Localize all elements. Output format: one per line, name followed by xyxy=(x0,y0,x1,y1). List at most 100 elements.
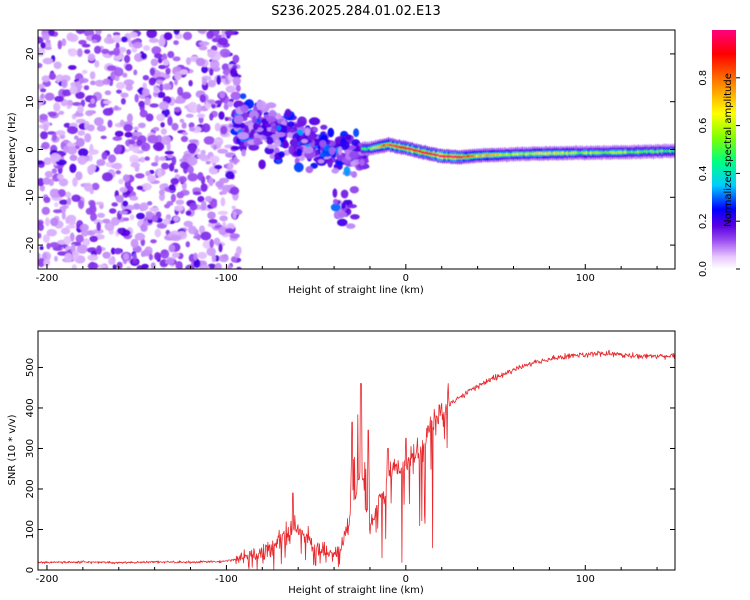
noise-blob xyxy=(61,211,66,220)
noise-blob xyxy=(214,100,223,105)
noise-blob xyxy=(63,235,72,245)
noise-blob xyxy=(138,122,146,129)
snr-series-line xyxy=(38,349,675,570)
noise-blob xyxy=(217,210,229,215)
noise-blob xyxy=(200,265,210,269)
noise-blob xyxy=(49,242,60,248)
noise-blob xyxy=(84,49,91,54)
y-tick-label: -20 xyxy=(25,237,36,253)
noise-blob xyxy=(208,219,218,224)
noise-blob xyxy=(129,154,140,164)
noise-blob xyxy=(209,113,214,121)
noise-blob xyxy=(103,100,112,105)
noise-blob xyxy=(219,90,226,99)
noise-blob xyxy=(41,206,50,215)
x-tick-label: -200 xyxy=(36,273,59,284)
noise-blob xyxy=(189,127,196,132)
noise-blob xyxy=(154,228,162,238)
noise-blob xyxy=(45,217,50,227)
noise-blob xyxy=(64,191,72,198)
transition-blob xyxy=(320,124,328,130)
noise-blob xyxy=(141,263,149,269)
noise-blob xyxy=(160,122,165,128)
transition-blob xyxy=(293,162,304,173)
noise-blob xyxy=(145,170,151,177)
noise-blob xyxy=(62,139,70,144)
noise-blob xyxy=(54,95,64,103)
noise-blob xyxy=(186,57,191,66)
noise-blob xyxy=(96,125,107,132)
noise-blob xyxy=(188,80,193,87)
noise-blob xyxy=(76,244,88,254)
noise-blob xyxy=(62,89,72,97)
transition-blob xyxy=(289,127,296,133)
noise-blob xyxy=(154,53,163,59)
noise-blob xyxy=(122,72,128,78)
noise-blob xyxy=(78,39,87,45)
noise-blob xyxy=(38,178,45,187)
noise-blob xyxy=(41,30,50,35)
transition-blob xyxy=(332,188,338,198)
noise-blob xyxy=(44,92,55,101)
noise-blob xyxy=(92,228,104,234)
noise-blob xyxy=(77,130,86,136)
noise-blob xyxy=(96,264,107,269)
x-tick-label: 100 xyxy=(576,273,595,284)
noise-blob xyxy=(164,259,175,265)
noise-blob xyxy=(149,103,159,108)
transition-blob xyxy=(258,159,266,170)
noise-blob xyxy=(69,85,78,95)
noise-blob xyxy=(162,218,171,225)
transition-blob xyxy=(336,152,344,161)
noise-blob xyxy=(211,253,216,263)
noise-blob xyxy=(176,191,185,199)
noise-blob xyxy=(87,124,95,132)
noise-blob xyxy=(187,172,198,182)
transition-blob xyxy=(237,132,249,140)
noise-blob xyxy=(126,49,132,55)
noise-blob xyxy=(55,130,66,136)
noise-blob xyxy=(150,239,157,244)
noise-blob xyxy=(39,184,45,192)
noise-blob xyxy=(227,162,234,170)
noise-blob xyxy=(134,93,139,103)
noise-blob xyxy=(168,184,176,191)
noise-blob xyxy=(193,258,201,268)
noise-blob xyxy=(126,266,132,269)
snr-x-ticks: -200 -100 0 100 xyxy=(36,565,658,585)
transition-blob xyxy=(337,146,343,156)
colorbar-ticks: 0.0 0.2 0.4 0.6 0.8 xyxy=(698,70,740,277)
noise-blob xyxy=(46,242,51,250)
noise-blob xyxy=(133,126,139,131)
noise-blob xyxy=(217,148,229,154)
noise-blob xyxy=(89,200,96,209)
noise-blob xyxy=(111,202,118,207)
noise-blob xyxy=(125,63,133,71)
noise-blob xyxy=(139,156,146,163)
transition-blob xyxy=(275,113,281,119)
noise-blob xyxy=(119,187,128,193)
noise-blob xyxy=(200,231,212,241)
colorbar: 0.0 0.2 0.4 0.6 0.8 Normalized spectral ampl… xyxy=(698,30,740,277)
noise-blob xyxy=(68,65,77,70)
noise-blob xyxy=(82,238,90,247)
noise-blob xyxy=(146,30,158,39)
transition-blob xyxy=(288,145,295,155)
noise-blob xyxy=(89,164,97,171)
noise-blob xyxy=(142,88,150,97)
noise-blob xyxy=(123,124,133,132)
noise-blob xyxy=(207,99,216,104)
x-tick-label: -200 xyxy=(36,574,59,585)
noise-blob xyxy=(227,116,233,122)
noise-blob xyxy=(130,238,139,248)
noise-blob xyxy=(65,217,70,224)
noise-blob xyxy=(71,264,77,269)
noise-blob xyxy=(133,69,138,76)
noise-blob xyxy=(72,102,82,106)
transition-blob xyxy=(337,218,348,227)
noise-blob xyxy=(168,244,176,253)
noise-blob xyxy=(219,215,228,222)
noise-blob xyxy=(76,137,85,147)
noise-blob xyxy=(41,75,51,83)
